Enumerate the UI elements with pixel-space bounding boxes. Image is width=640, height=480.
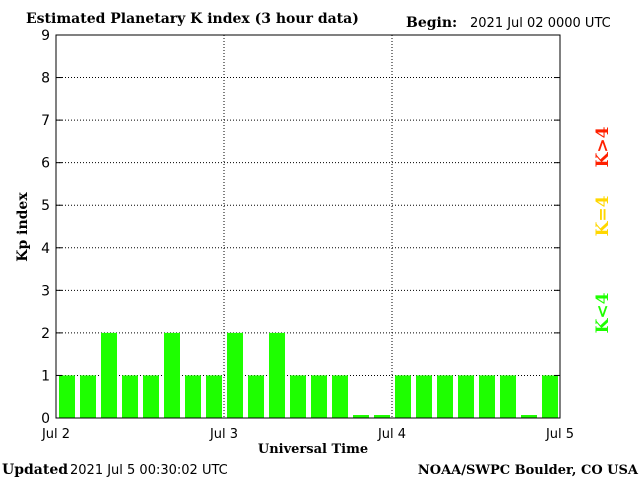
kp-bar (164, 332, 180, 418)
y-tick-label: 6 (41, 156, 50, 172)
y-tick-label: 1 (41, 368, 50, 384)
kp-bar (458, 375, 474, 418)
kp-bar (101, 332, 117, 418)
chart-title: Estimated Planetary K index (3 hour data… (26, 11, 359, 27)
kp-bar (437, 375, 453, 418)
kp-bar (500, 375, 516, 418)
y-tick-label: 9 (41, 28, 50, 44)
x-tick-label: Jul 4 (377, 427, 406, 442)
begin-value: 2021 Jul 02 0000 UTC (470, 16, 611, 31)
kp-bar (143, 375, 159, 418)
kp-bar (521, 415, 537, 418)
kp-bar (227, 332, 243, 418)
y-tick-label: 3 (41, 283, 50, 299)
y-tick-label: 2 (41, 326, 50, 342)
kp-bar (206, 375, 222, 418)
kp-bar (290, 375, 306, 418)
kp-bar (542, 375, 558, 418)
kp-bar (59, 375, 75, 418)
legend-k-below-4: K<4 (593, 292, 613, 333)
y-tick-label: 7 (41, 113, 50, 129)
kp-bar (122, 375, 138, 418)
y-tick-label: 8 (41, 71, 50, 87)
x-tick-label: Jul 3 (209, 427, 238, 442)
kp-bar (479, 375, 495, 418)
kp-bar (185, 375, 201, 418)
updated-label: Updated (2, 462, 68, 478)
updated-value: 2021 Jul 5 00:30:02 UTC (70, 463, 228, 478)
kp-bar (269, 332, 285, 418)
kp-bar (311, 375, 327, 418)
plot-frame (55, 34, 561, 419)
begin-label: Begin: (406, 15, 457, 31)
y-tick-label: 0 (41, 411, 50, 427)
y-axis-label: Kp index (15, 192, 31, 262)
kp-bar (395, 375, 411, 418)
kp-bar (416, 375, 432, 418)
legend-k-above-4: K>4 (593, 126, 613, 167)
kp-bar (353, 415, 369, 418)
legend-k-equal-4: K=4 (593, 195, 613, 236)
y-tick-label: 5 (41, 198, 50, 214)
x-tick-label: Jul 2 (41, 427, 70, 442)
kp-bar (374, 415, 390, 418)
kp-bar (248, 375, 264, 418)
x-axis-label: Universal Time (258, 442, 368, 457)
kp-bar (332, 375, 348, 418)
x-tick-label: Jul 5 (545, 427, 574, 442)
credit: NOAA/SWPC Boulder, CO USA (418, 463, 639, 478)
kp-bar (80, 375, 96, 418)
y-tick-label: 4 (41, 241, 50, 257)
